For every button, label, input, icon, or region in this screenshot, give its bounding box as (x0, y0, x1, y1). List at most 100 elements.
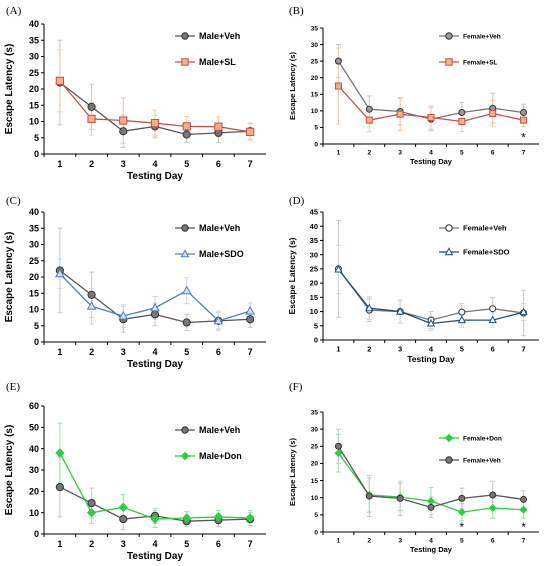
data-point (488, 315, 497, 324)
data-point (520, 495, 528, 503)
y-tick-label: 10 (29, 508, 39, 518)
data-point (182, 122, 191, 131)
y-tick-label: 15 (311, 92, 319, 99)
x-axis-title: Testing Day (410, 157, 453, 166)
data-point (182, 318, 191, 327)
y-tick-label: 30 (29, 240, 39, 250)
y-axis-title: Escape Latency (s) (4, 44, 15, 135)
data-point (55, 76, 64, 85)
y-tick-label: 15 (311, 478, 319, 485)
data-point (150, 302, 160, 312)
y-tick-label: 20 (311, 75, 319, 82)
y-tick-label: 15 (29, 288, 39, 298)
chart-svg-b: (B) 0 5 10 15 20 25 30 35 1 2 3 4 5 6 7 Testing Day Escap… (288, 5, 539, 166)
legend-label: Female+Veh (463, 224, 507, 233)
data-point (55, 482, 64, 492)
y-tick-label: 20 (311, 461, 319, 468)
x-tick-label: 5 (184, 347, 189, 357)
data-point (87, 290, 96, 299)
data-point (426, 497, 436, 506)
y-tick-label: 50 (29, 422, 39, 432)
x-tick-label: 7 (522, 150, 526, 157)
legend-label: Female+Don (463, 435, 502, 442)
x-tick-label: 1 (337, 538, 341, 545)
y-tick-label: 0 (34, 149, 39, 159)
legend-label: Male+Veh (199, 425, 240, 435)
x-tick-label: 5 (460, 150, 464, 157)
x-tick-label: 3 (121, 347, 126, 357)
y-tick-label: 35 (311, 25, 319, 32)
legend-marker (445, 456, 453, 464)
x-tick-label: 4 (429, 345, 434, 354)
data-point (245, 513, 255, 523)
y-tick-label: 5 (314, 125, 318, 132)
legend-entry: Female+Veh (439, 32, 501, 40)
series-1 (334, 82, 528, 125)
data-point (118, 502, 128, 513)
y-tick-label: 10 (310, 307, 318, 316)
y-axis-title: Escape Latency (s) (4, 232, 15, 323)
data-point (150, 119, 160, 128)
y-tick-label: 5 (314, 512, 318, 519)
x-axis-title: Testing Day (127, 359, 183, 370)
legend-marker (181, 32, 189, 40)
chart-panel-f: (F) 0 5 10 15 20 25 30 35 1 2 3 4 5 6 7 Testing Day Escap… (283, 376, 550, 566)
y-tick-label: 40 (29, 444, 39, 454)
legend-marker (181, 426, 189, 434)
data-point (150, 514, 160, 524)
data-point (427, 503, 435, 511)
data-point (489, 305, 497, 313)
x-axis-title: Testing Day (407, 354, 455, 364)
y-tick-label: 60 (29, 401, 39, 411)
y-tick-label: 10 (29, 117, 39, 127)
data-point (86, 301, 97, 310)
x-tick-label: 4 (429, 538, 433, 545)
y-tick-label: 5 (34, 133, 39, 143)
x-tick-label: 1 (57, 347, 62, 357)
data-point (334, 264, 343, 273)
x-axis-title: Testing Day (127, 171, 183, 182)
data-point (426, 319, 436, 327)
y-tick-label: 0 (314, 336, 318, 345)
y-tick-label: 45 (310, 208, 318, 217)
data-point (181, 285, 192, 295)
data-point (213, 512, 224, 522)
significance-star: * (460, 522, 465, 534)
series-1 (334, 442, 528, 511)
x-tick-label: 4 (152, 539, 157, 549)
panel-label: (B) (289, 5, 304, 17)
x-tick-label: 5 (184, 539, 189, 549)
data-point (458, 494, 466, 502)
data-point (458, 117, 466, 125)
y-tick-label: 0 (34, 529, 39, 539)
x-tick-label: 2 (367, 150, 371, 157)
legend-label: Male+SL (199, 57, 236, 67)
legend-entry: Female+SDO (439, 247, 510, 257)
y-tick-label: 5 (314, 321, 318, 330)
data-point (245, 305, 255, 315)
data-point (87, 102, 96, 111)
legend-label: Male+Veh (199, 223, 240, 233)
data-point (150, 310, 160, 319)
data-point (395, 307, 405, 315)
legend-label: Female+Veh (463, 457, 501, 464)
x-tick-label: 7 (248, 159, 253, 169)
legend-marker (445, 32, 453, 40)
x-tick-label: 2 (89, 159, 94, 169)
panel-label: (C) (6, 195, 21, 207)
data-point (334, 449, 343, 458)
y-tick-label: 30 (310, 250, 318, 259)
legend-marker (181, 224, 189, 232)
chart-panel-e: (E) 0 10 20 30 40 50 60 1 2 3 4 5 6 7 Testing Day Escape… (0, 376, 275, 566)
x-tick-label: 3 (121, 539, 126, 549)
legend-marker (181, 58, 189, 66)
y-tick-label: 10 (29, 305, 39, 315)
y-tick-label: 25 (29, 68, 39, 78)
data-point (365, 116, 373, 124)
data-point (119, 127, 128, 136)
y-tick-label: 20 (29, 272, 39, 282)
legend-entry: Male+Veh (175, 31, 240, 41)
data-point (334, 442, 342, 450)
